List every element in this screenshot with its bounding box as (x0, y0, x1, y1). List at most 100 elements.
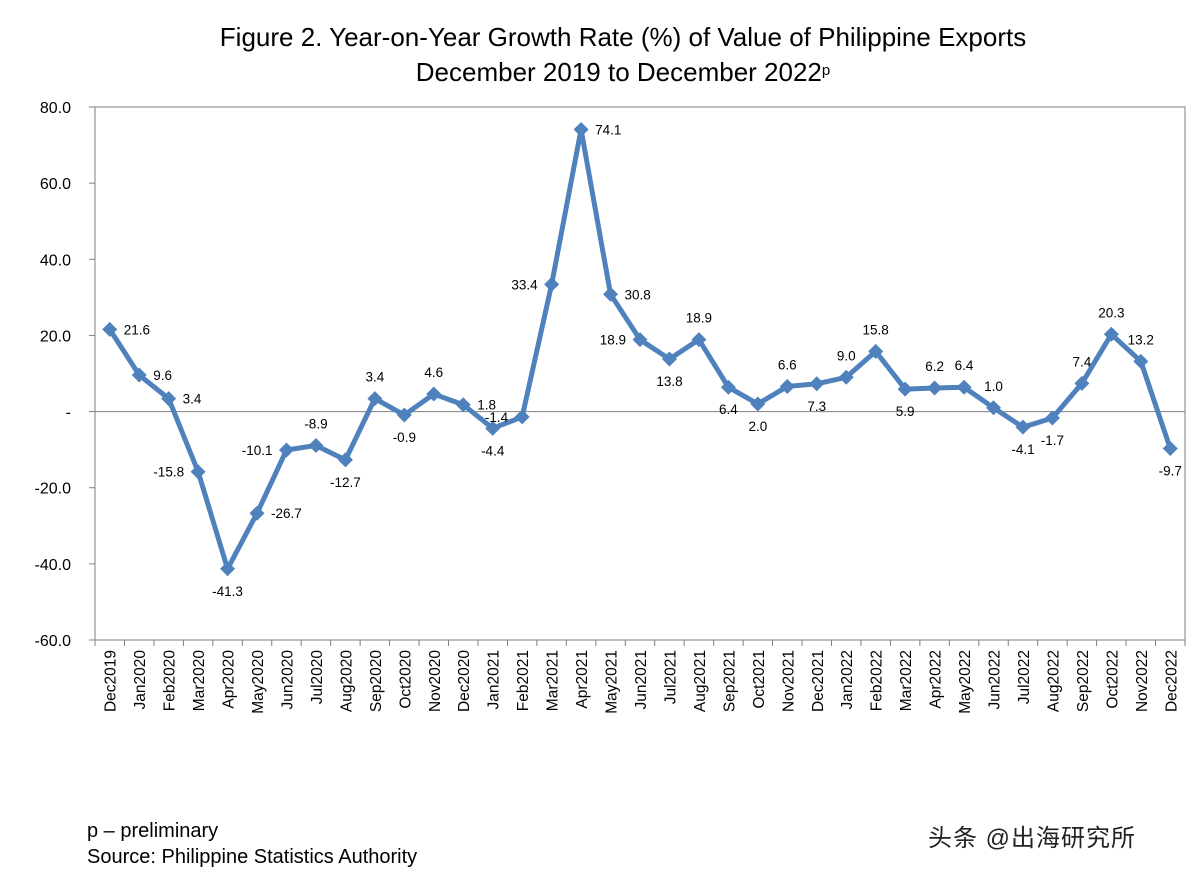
data-point-marker (367, 391, 383, 407)
x-tick-label: Jun2020 (279, 650, 296, 710)
data-point-marker (131, 367, 147, 383)
data-point-marker (868, 343, 884, 359)
x-tick-label: Nov2021 (780, 650, 797, 712)
x-tick-label: Jan2020 (132, 650, 149, 710)
footnotes: p – preliminary Source: Philippine Stati… (87, 818, 417, 870)
x-axis: Dec2019 Jan2020 Feb2020 Mar2020 Apr2020 May20… (94, 640, 1186, 714)
data-label: 18.9 (600, 333, 626, 348)
data-label: 9.0 (837, 348, 856, 363)
data-point-marker (190, 464, 206, 480)
data-label: -10.1 (242, 443, 273, 458)
data-point-marker (514, 409, 530, 425)
x-tick-label: Aug2022 (1045, 650, 1062, 712)
x-tick-label: Dec2022 (1163, 650, 1180, 712)
data-label: -4.4 (481, 443, 505, 458)
data-point-marker (485, 420, 501, 436)
x-tick-label: Apr2022 (928, 650, 945, 709)
data-point-marker (986, 400, 1002, 416)
data-point-marker (396, 407, 412, 423)
data-label: 1.0 (984, 379, 1003, 394)
data-label: 20.3 (1098, 305, 1124, 320)
data-label: -12.7 (330, 475, 361, 490)
x-tick-label: Dec2021 (810, 650, 827, 712)
data-point-marker (632, 332, 648, 348)
plot-area (94, 106, 1186, 641)
x-tick-label: Apr2020 (221, 650, 238, 709)
data-label: 18.9 (686, 311, 712, 326)
data-point-marker (249, 505, 265, 521)
data-point-marker (161, 391, 177, 407)
data-label: 6.4 (719, 402, 738, 417)
data-label: 7.4 (1073, 354, 1092, 369)
x-tick-label: Jun2021 (633, 650, 650, 709)
x-tick-label: Mar2021 (545, 650, 562, 711)
data-point-marker (426, 386, 442, 402)
data-label: -26.7 (271, 506, 302, 521)
x-tick-label: Jan2021 (486, 650, 503, 709)
y-tick-label: 60.0 (40, 176, 71, 193)
data-point-marker (750, 396, 766, 412)
data-point-marker (691, 332, 707, 348)
data-label: 6.6 (778, 357, 797, 372)
data-point-marker (544, 276, 560, 292)
x-tick-label: Oct2022 (1104, 650, 1121, 709)
x-tick-label: May2020 (250, 650, 267, 714)
chart-title-line1: Figure 2. Year-on-Year Growth Rate (%) o… (219, 22, 1027, 52)
x-tick-label: Sep2022 (1075, 650, 1092, 712)
data-label: 15.8 (863, 322, 889, 337)
x-tick-label: Jul2020 (309, 650, 326, 705)
x-tick-label: Jul2022 (1016, 650, 1033, 704)
data-label: 1.8 (477, 398, 496, 413)
data-point-marker (720, 379, 736, 395)
x-tick-label: Oct2021 (751, 650, 768, 709)
x-tick-label: Mar2020 (191, 650, 208, 712)
series-layer (102, 121, 1178, 577)
x-tick-label: Nov2020 (427, 650, 444, 712)
x-tick-label: Aug2021 (692, 650, 709, 712)
data-point-marker (278, 442, 294, 458)
data-label: 21.6 (124, 322, 150, 337)
x-tick-label: Dec2019 (103, 650, 120, 712)
data-label: 4.6 (424, 365, 443, 380)
watermark: 头条 @出海研究所 (928, 825, 1137, 852)
x-tick-label: Aug2020 (338, 650, 355, 712)
x-tick-label: Feb2022 (869, 650, 886, 711)
data-label-layer: 21.6 9.6 3.4 -15.8 -41.3 -26.7 -10.1 -8.9 -12.7 3… (124, 122, 1182, 598)
data-point-marker (1162, 441, 1178, 457)
preliminary-note: p – preliminary (87, 820, 219, 842)
x-tick-label: Jul2021 (662, 650, 679, 704)
data-label: -41.3 (212, 584, 243, 599)
data-point-marker (956, 379, 972, 395)
y-tick-label: 40.0 (40, 252, 71, 269)
plot-border (94, 106, 1186, 641)
x-tick-label: Feb2020 (162, 650, 179, 712)
x-tick-label: Sep2020 (368, 650, 385, 712)
data-point-marker (809, 376, 825, 392)
y-tick-label: -20.0 (35, 481, 72, 498)
data-label: 3.4 (365, 370, 384, 385)
data-label: -9.7 (1159, 464, 1182, 479)
data-point-marker (1103, 326, 1119, 342)
y-tick-label: 20.0 (40, 328, 71, 345)
data-label: -8.9 (304, 416, 327, 431)
data-label: 5.9 (896, 404, 915, 419)
data-label: 13.8 (656, 374, 682, 389)
data-label: -1.7 (1041, 433, 1064, 448)
y-tick-label: -40.0 (35, 557, 72, 574)
series-line (107, 126, 1173, 572)
data-label: 2.0 (748, 419, 767, 434)
x-tick-label: May2022 (957, 650, 974, 714)
y-tick-label: -60.0 (35, 633, 72, 650)
data-label: 9.6 (153, 368, 172, 383)
y-tick-label: 80.0 (40, 100, 71, 117)
data-label: 30.8 (625, 287, 651, 302)
data-label: 7.3 (807, 399, 826, 414)
y-tick-label: - (66, 405, 71, 422)
data-label: 6.4 (955, 358, 974, 373)
x-tick-label: Feb2021 (515, 650, 532, 711)
data-point-marker (337, 452, 353, 468)
data-label: 3.4 (183, 392, 202, 407)
x-tick-label: Dec2020 (456, 650, 473, 712)
data-label: -15.8 (153, 465, 184, 480)
